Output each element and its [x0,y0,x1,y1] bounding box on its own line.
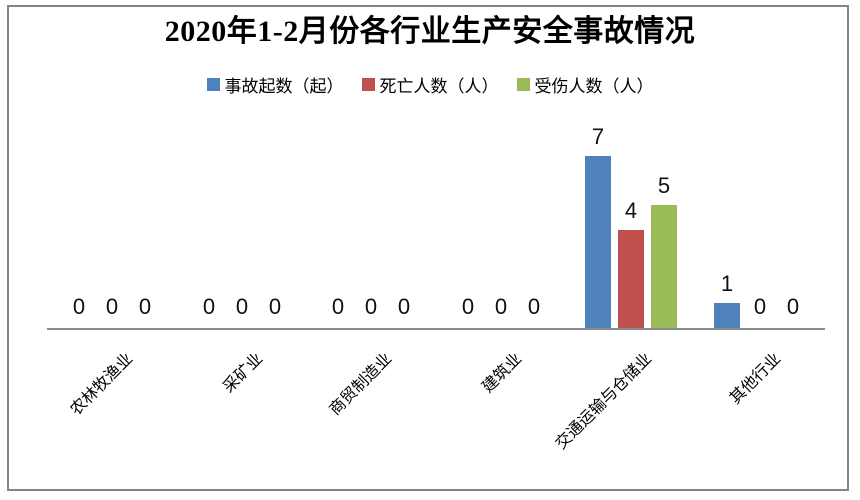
legend-label: 事故起数（起） [224,77,344,96]
bar-value-label: 0 [364,294,378,319]
bar-value-label: 0 [494,294,508,319]
chart-frame [7,5,849,491]
bar [585,156,611,328]
bar-value-label: 0 [786,294,800,319]
bar-value-label: 1 [720,271,734,296]
legend-item: 受伤人数（人） [516,72,654,97]
legend-label: 受伤人数（人） [534,77,654,96]
x-axis-label: 农林牧渔业 [67,350,137,419]
legend-color-swatch [361,78,375,91]
bar [618,230,644,328]
bar-value-label: 0 [331,294,345,319]
chart-title: 2020年1-2月份各行业生产安全事故情况 [164,15,696,48]
bar-value-label: 0 [72,294,86,319]
bar-value-label: 0 [105,294,119,319]
legend-item: 死亡人数（人） [361,72,499,97]
legend: 事故起数（起） 死亡人数（人） 受伤人数（人） [0,72,860,97]
bar-value-label: 7 [591,124,605,149]
bar-value-label: 4 [624,198,638,223]
legend-color-swatch [516,78,530,91]
bar [714,303,740,328]
legend-color-swatch [206,78,220,91]
legend-label: 死亡人数（人） [379,77,499,96]
bar-value-label: 0 [397,294,411,319]
bar-value-label: 0 [202,294,216,319]
bar [651,205,677,328]
bar-value-label: 0 [138,294,152,319]
bar-value-label: 0 [753,294,767,319]
legend-item: 事故起数（起） [206,72,344,97]
bar-value-label: 0 [527,294,541,319]
bar-value-label: 0 [268,294,282,319]
x-axis-line [47,328,825,330]
bar-value-label: 0 [461,294,475,319]
bar-value-label: 0 [235,294,249,319]
bar-value-label: 5 [657,173,671,198]
